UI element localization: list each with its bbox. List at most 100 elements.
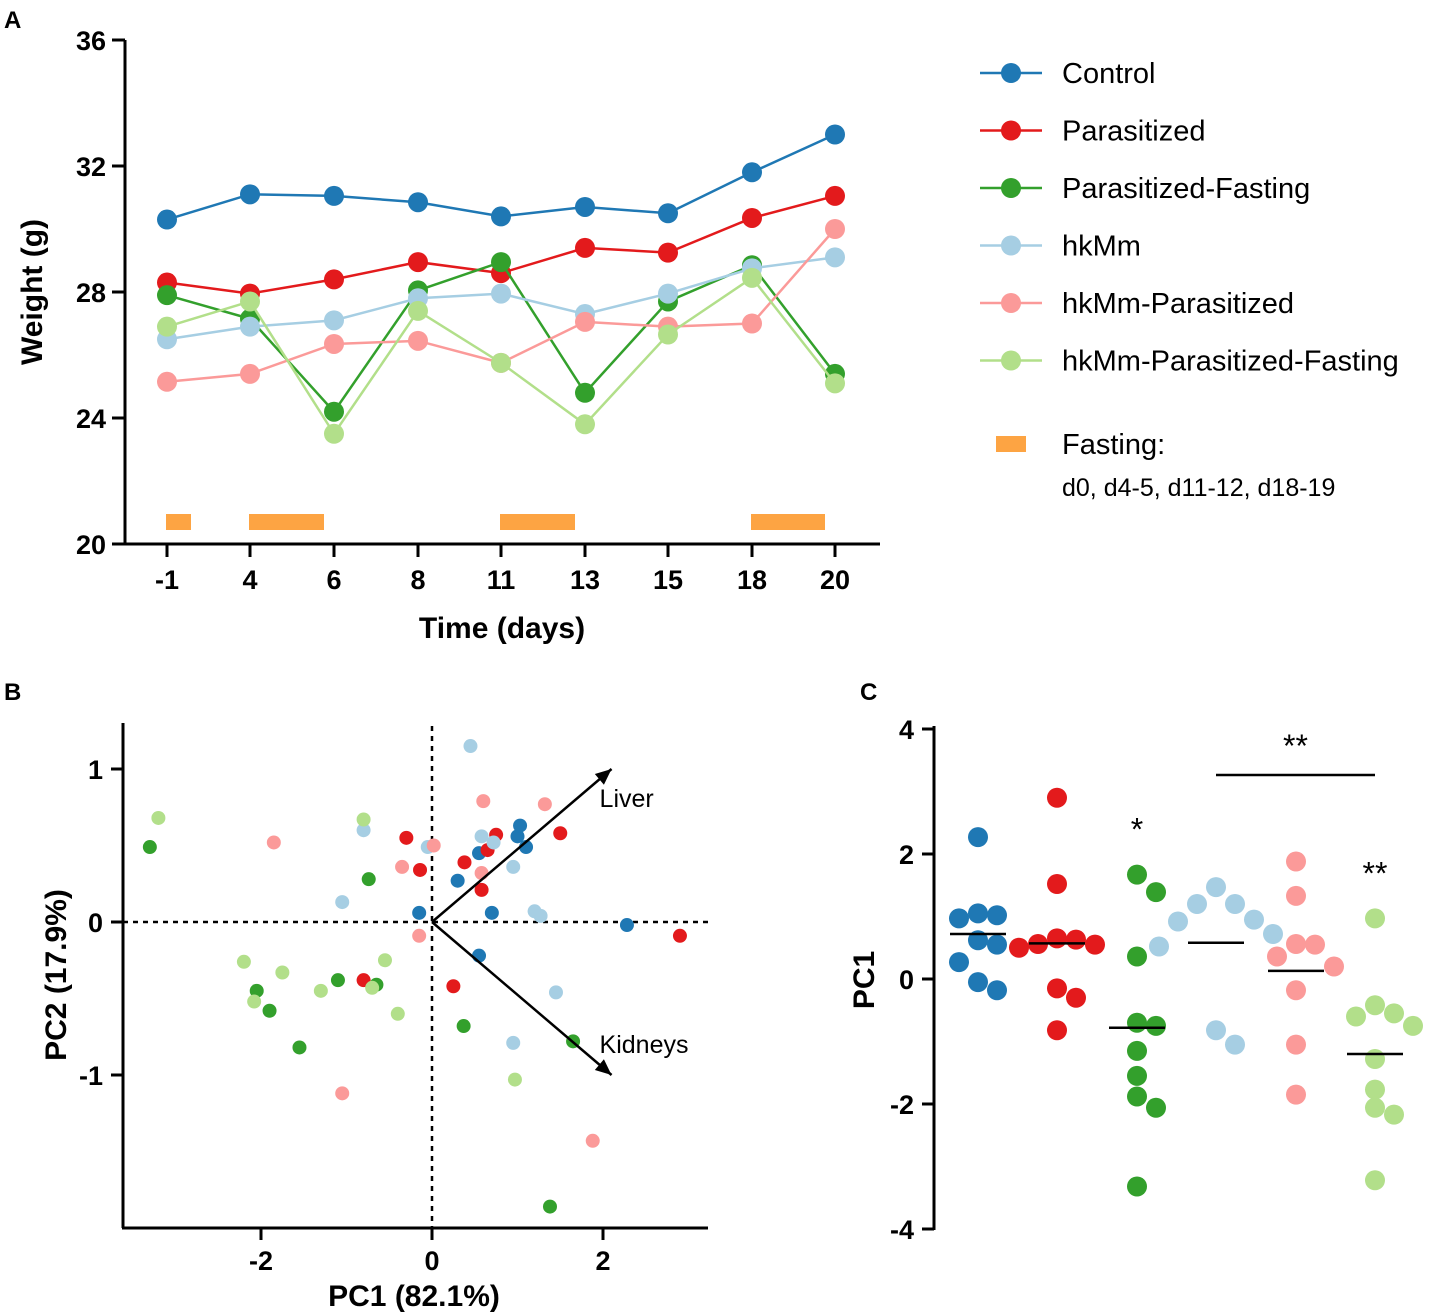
pc1-point [968, 972, 988, 993]
legend-marker [1001, 235, 1021, 256]
data-point [240, 291, 260, 312]
data-point [408, 330, 428, 351]
pca-point [456, 1019, 471, 1034]
panel-label-b: B [4, 679, 21, 706]
data-point [658, 283, 678, 304]
data-point [825, 124, 845, 145]
data-point [491, 283, 511, 304]
pc1-point [1346, 1006, 1366, 1027]
pc1-group-parasitized-fasting [1109, 864, 1166, 1197]
pc1-point [1403, 1015, 1423, 1036]
pca-point [335, 895, 350, 910]
pc1-group-control [949, 827, 1007, 1001]
pca-point [463, 739, 478, 754]
pca-point [506, 1035, 521, 1050]
y-tick-label: 2 [899, 840, 914, 870]
pc1-point [1127, 1065, 1147, 1086]
pc1-point [1047, 928, 1067, 949]
pca-point [507, 1072, 522, 1087]
pca-point [377, 953, 392, 968]
y-tick-label: 4 [899, 715, 914, 745]
pca-point [249, 983, 264, 998]
legend-item-hkmm: hkMm [980, 231, 1141, 263]
data-point [157, 371, 177, 392]
pc1-point [1047, 874, 1067, 894]
vector-liver: Liver [431, 768, 654, 923]
pc1-point [949, 952, 969, 973]
pc1-point [968, 903, 988, 924]
legend-item-hkmm-parasitized: hkMm-Parasitized [980, 288, 1294, 320]
pc1-point [1009, 937, 1029, 958]
data-point [575, 382, 595, 403]
pca-point [335, 1086, 350, 1101]
pc1-group-hkmm-parasitized-fasting [1346, 908, 1423, 1191]
y-tick-label: 32 [76, 152, 106, 182]
pc1-point [1127, 1176, 1147, 1197]
series-control [157, 124, 845, 230]
pc1-group-parasitized [1009, 787, 1105, 1041]
x-tick-label: 18 [737, 565, 767, 595]
pca-point [513, 818, 528, 833]
data-point [742, 267, 762, 288]
data-point [324, 185, 344, 206]
x-tick-label: -2 [249, 1246, 273, 1276]
legend-marker [1001, 178, 1021, 198]
data-point [240, 316, 260, 337]
legend-label: Parasitized [1062, 116, 1205, 148]
data-point [157, 316, 177, 337]
pca-point [548, 985, 563, 1000]
pc1-point [1187, 894, 1207, 914]
pc1-point [1127, 946, 1147, 967]
data-point [157, 209, 177, 230]
y-tick-label: 20 [76, 530, 106, 560]
pc1-point [949, 908, 969, 929]
weight-chart-ylabel: Weight (g) [16, 219, 49, 365]
y-tick-label: 36 [76, 26, 106, 56]
pc1-ylabel: PC1 [848, 951, 881, 1009]
pc1-point [1146, 1097, 1166, 1118]
legend-marker [1001, 120, 1021, 141]
data-point [324, 333, 344, 354]
pc1-point [1286, 934, 1306, 954]
bracket-significance-marker: ** [1283, 728, 1308, 764]
data-point [324, 423, 344, 444]
pc1-point [1365, 1079, 1385, 1100]
data-point [491, 206, 511, 227]
pca-point [457, 855, 472, 870]
pc1-point [1267, 946, 1287, 967]
pc1-point [1085, 934, 1105, 955]
pca-point [672, 928, 687, 943]
pca-xlabel: PC1 (82.1%) [328, 1280, 500, 1313]
data-point [324, 401, 344, 422]
x-tick-label: 11 [487, 565, 516, 595]
data-point [575, 196, 595, 217]
pca-axes [121, 723, 708, 1230]
pc1-point [1365, 1170, 1385, 1191]
y-tick-label: -4 [890, 1215, 914, 1245]
pca-point [361, 872, 376, 887]
pca-point [262, 1003, 277, 1018]
x-tick-label: 0 [424, 1246, 439, 1276]
pca-point [412, 928, 427, 943]
pc1-ticks: -4 -2 0 2 4 [890, 715, 934, 1245]
data-point [240, 184, 260, 205]
pc1-point [1286, 885, 1306, 906]
pca-group-parasitized [356, 826, 687, 994]
pca-point [356, 812, 371, 827]
pc1-point [1206, 877, 1226, 898]
pc1-point [1365, 908, 1385, 929]
pca-point [553, 826, 568, 841]
vector-arrowhead [594, 1059, 612, 1075]
data-point [408, 300, 428, 321]
pca-point [446, 979, 461, 994]
x-tick-label: -1 [155, 565, 179, 595]
significance-annotations: ***** [1131, 728, 1388, 891]
x-tick-label: 20 [820, 565, 850, 595]
pc1-point [1168, 911, 1188, 932]
vector-label: Kidneys [600, 1031, 689, 1059]
pc1-point [1225, 894, 1245, 914]
data-point [658, 324, 678, 345]
pc1-point [1286, 1084, 1306, 1105]
